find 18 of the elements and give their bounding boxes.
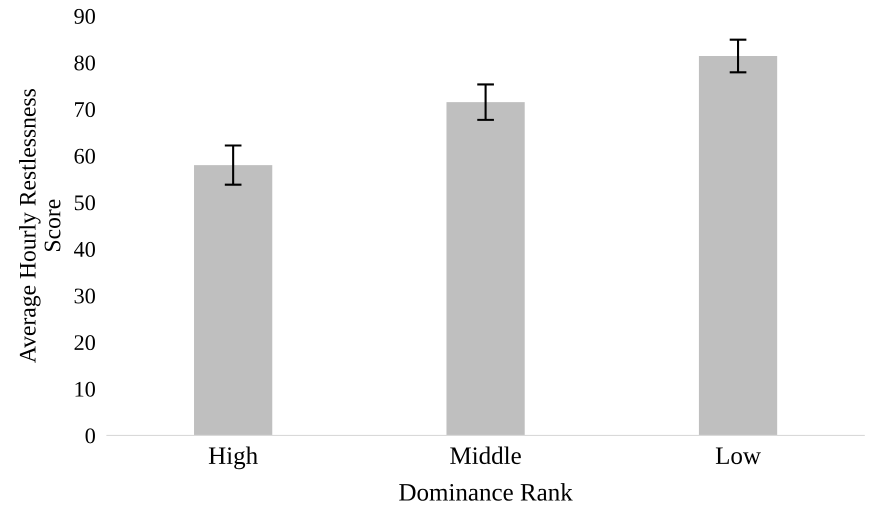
y-tick-label: 40 bbox=[74, 242, 95, 257]
y-tick-label: 0 bbox=[86, 428, 95, 444]
y-tick-label: 50 bbox=[74, 195, 95, 210]
y-tick-label: 20 bbox=[74, 335, 95, 350]
y-tick-label: 90 bbox=[74, 8, 95, 24]
x-tick-label: High bbox=[208, 446, 258, 470]
bar bbox=[194, 165, 272, 436]
bar bbox=[698, 56, 778, 436]
y-tick-label: 80 bbox=[74, 55, 95, 70]
y-tick-label: 70 bbox=[75, 102, 95, 118]
y-axis-title: Average Hourly Restlessness Score bbox=[19, 89, 60, 363]
y-tick-label: 10 bbox=[76, 382, 95, 397]
y-tick-label: 60 bbox=[74, 148, 95, 164]
x-tick-label: Middle bbox=[450, 446, 521, 464]
x-axis-title: Dominance Rank bbox=[399, 483, 573, 501]
y-tick-label: 30 bbox=[74, 288, 95, 304]
bar bbox=[446, 102, 525, 436]
x-tick-label: Low bbox=[716, 448, 761, 464]
